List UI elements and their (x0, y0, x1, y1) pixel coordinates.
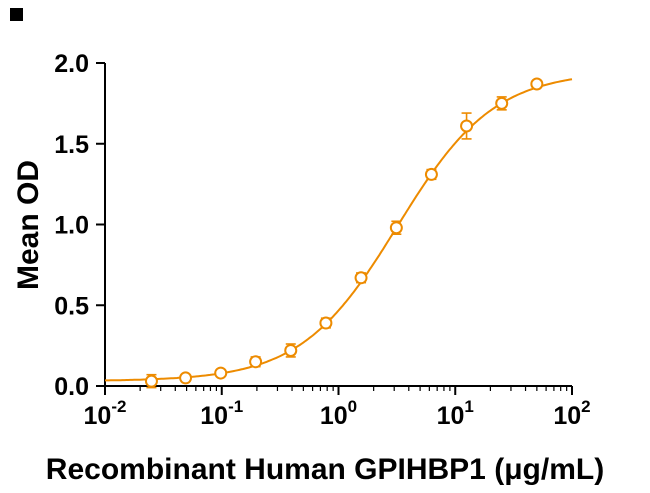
data-point-marker (214, 366, 228, 380)
data-point-marker (354, 271, 368, 285)
x-tick-label: 101 (437, 397, 474, 430)
x-tick-label: 100 (320, 397, 357, 430)
fit-curve (105, 78, 573, 382)
y-tick-label: 1.5 (54, 131, 89, 159)
corner-mark (10, 8, 23, 21)
x-axis-title: Recombinant Human GPIHBP1 (μg/mL) (45, 453, 605, 486)
data-point-marker (495, 96, 509, 110)
y-tick-label: 1.0 (54, 212, 89, 240)
data-point-marker (284, 343, 298, 357)
data-point-marker (530, 77, 544, 91)
data-point-marker (389, 221, 403, 235)
x-tick-label: 10-1 (200, 397, 243, 430)
data-point-marker (249, 355, 263, 369)
y-axis-title: Mean OD (12, 159, 45, 291)
x-tick-label: 102 (553, 397, 590, 430)
data-point-marker (424, 167, 438, 181)
y-tick-label: 2.0 (54, 50, 89, 78)
y-tick-label: 0.5 (54, 292, 89, 320)
data-point-marker (144, 374, 158, 388)
y-tick-label: 0.0 (54, 373, 89, 401)
data-point-marker (179, 371, 193, 385)
data-point-marker (460, 119, 474, 133)
data-point-marker (319, 316, 333, 330)
x-tick-label: 10-2 (84, 397, 127, 430)
